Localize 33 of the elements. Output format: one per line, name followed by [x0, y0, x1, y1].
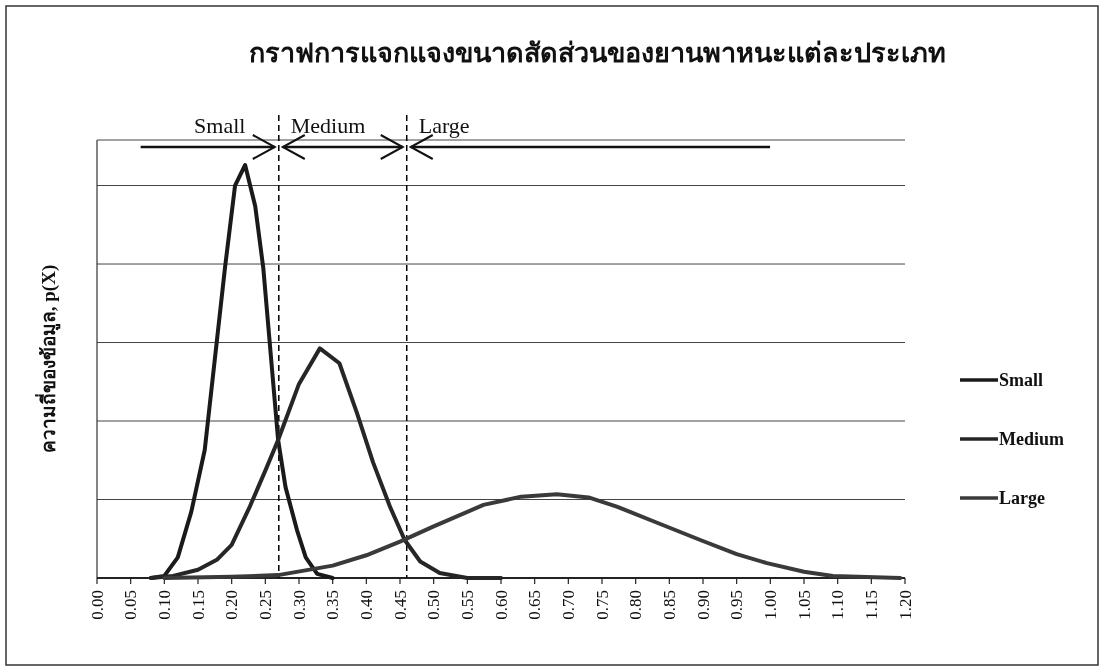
- x-tick-label: 0.20: [222, 590, 242, 620]
- x-tick-label: 0.00: [87, 590, 107, 620]
- x-tick-label: 0.10: [154, 590, 174, 620]
- x-tick-label: 0.90: [693, 590, 713, 620]
- legend-label: Large: [999, 488, 1045, 508]
- x-tick-label: 0.45: [390, 590, 410, 620]
- x-tick-label: 0.35: [323, 590, 343, 620]
- legend-label: Small: [999, 370, 1044, 390]
- x-tick-label: 0.30: [289, 590, 309, 620]
- x-tick-label: 0.95: [727, 590, 747, 620]
- x-tick-label: 0.65: [525, 590, 545, 620]
- x-tick-label: 0.70: [558, 590, 578, 620]
- x-tick-label: 1.05: [794, 590, 814, 620]
- x-tick-label: 0.25: [255, 590, 275, 620]
- x-tick-label: 1.20: [895, 590, 915, 620]
- text: Large: [418, 113, 470, 138]
- x-tick-label: 0.15: [188, 590, 208, 620]
- x-tick-label: 0.75: [592, 590, 612, 620]
- x-tick-label: 1.15: [861, 590, 881, 620]
- chart-title: กราฟการแจกแจงขนาดสัดส่วนของยานพาหนะแต่ละประเภท: [248, 38, 946, 68]
- x-tick-label: 0.55: [457, 590, 477, 620]
- y-axis-title: ความถี่ของข้อมูล, p(X): [34, 264, 61, 454]
- text: Small: [194, 113, 246, 138]
- x-tick-label: 0.80: [626, 590, 646, 620]
- x-tick-label: 0.40: [356, 590, 376, 620]
- x-tick-label: 0.60: [491, 590, 511, 620]
- legend-label: Medium: [999, 429, 1064, 449]
- x-tick-label: 1.00: [760, 590, 780, 620]
- x-tick-label: 0.50: [424, 590, 444, 620]
- text: Medium: [290, 113, 366, 138]
- x-tick-label: 0.85: [659, 590, 679, 620]
- x-tick-label: 0.05: [121, 590, 141, 620]
- x-tick-label: 1.10: [828, 590, 848, 620]
